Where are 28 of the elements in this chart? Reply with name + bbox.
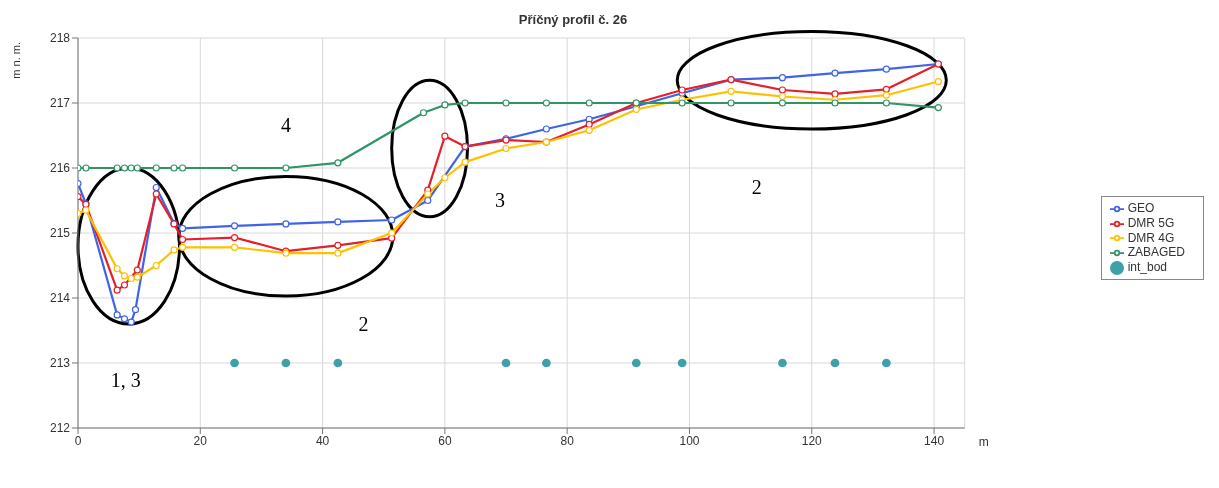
annotation: 3: [494, 189, 505, 211]
x-tick-label: 60: [438, 433, 452, 448]
y-tick-label: 214: [49, 291, 71, 306]
x-tick-label: 120: [801, 433, 823, 448]
y-tick-label: 213: [49, 356, 71, 371]
y-tick-label: 217: [49, 96, 71, 111]
x-tick-label: 0: [74, 433, 82, 448]
legend-label: ZABAGED: [1127, 245, 1185, 260]
x-tick-label: 40: [315, 433, 330, 448]
x-tick-label: 140: [924, 433, 945, 448]
chart-title: Příčný profil č. 26: [517, 12, 629, 27]
x-axis-title: m: [978, 435, 989, 449]
x-tick-label: 80: [560, 433, 575, 448]
annotation: 4: [280, 114, 291, 137]
legend-label: int_bod: [1127, 260, 1168, 275]
annotation: 1, 3: [110, 369, 141, 392]
y-tick-label: 215: [49, 226, 71, 241]
y-tick-label: 212: [49, 421, 71, 436]
legend-label: DMR 5G: [1127, 215, 1175, 230]
x-tick-label: 100: [679, 433, 700, 448]
annotation: 2: [358, 312, 369, 335]
x-tick-label: 20: [193, 433, 208, 448]
y-tick-label: 216: [49, 161, 71, 176]
y-tick-label: 218: [49, 31, 71, 46]
legend-label: GEO: [1127, 200, 1155, 215]
y-axis-title: m n. m.: [10, 42, 22, 79]
annotation: 2: [751, 176, 762, 198]
legend-label: DMR 4G: [1127, 230, 1175, 245]
